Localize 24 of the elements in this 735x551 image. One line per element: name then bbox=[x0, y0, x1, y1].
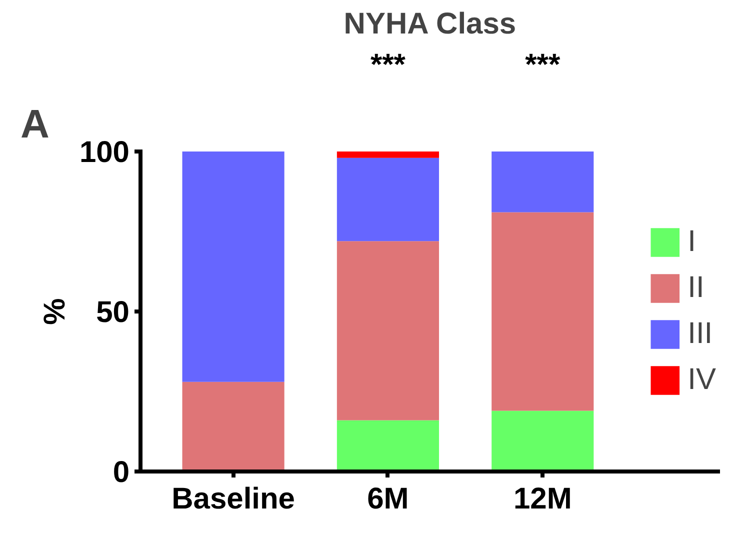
annotation: *** bbox=[525, 48, 560, 82]
x-tick-label: 6M bbox=[367, 482, 409, 516]
text: A bbox=[20, 102, 50, 146]
bar bbox=[336, 420, 440, 472]
chart-title: NYHA Class bbox=[344, 8, 516, 40]
x-tick-label: Baseline bbox=[172, 482, 296, 516]
bar bbox=[492, 152, 594, 212]
x-tick-label: 12M bbox=[513, 482, 572, 516]
legend-label: IV bbox=[688, 363, 716, 397]
annotation: *** bbox=[370, 48, 406, 82]
legend-label: II bbox=[688, 271, 706, 305]
bar bbox=[492, 212, 594, 411]
y-axis-title: % bbox=[38, 298, 72, 325]
y-tick-label: 0 bbox=[112, 456, 130, 489]
bar bbox=[182, 382, 284, 472]
bar bbox=[336, 152, 440, 158]
bar bbox=[492, 410, 594, 472]
y-tick-label: 100 bbox=[79, 136, 130, 169]
bar bbox=[336, 241, 440, 420]
bar bbox=[182, 152, 284, 382]
legend-label: I bbox=[688, 225, 697, 259]
y-tick-label: 50 bbox=[96, 296, 130, 329]
bar bbox=[336, 158, 440, 242]
legend-label: III bbox=[688, 317, 713, 351]
